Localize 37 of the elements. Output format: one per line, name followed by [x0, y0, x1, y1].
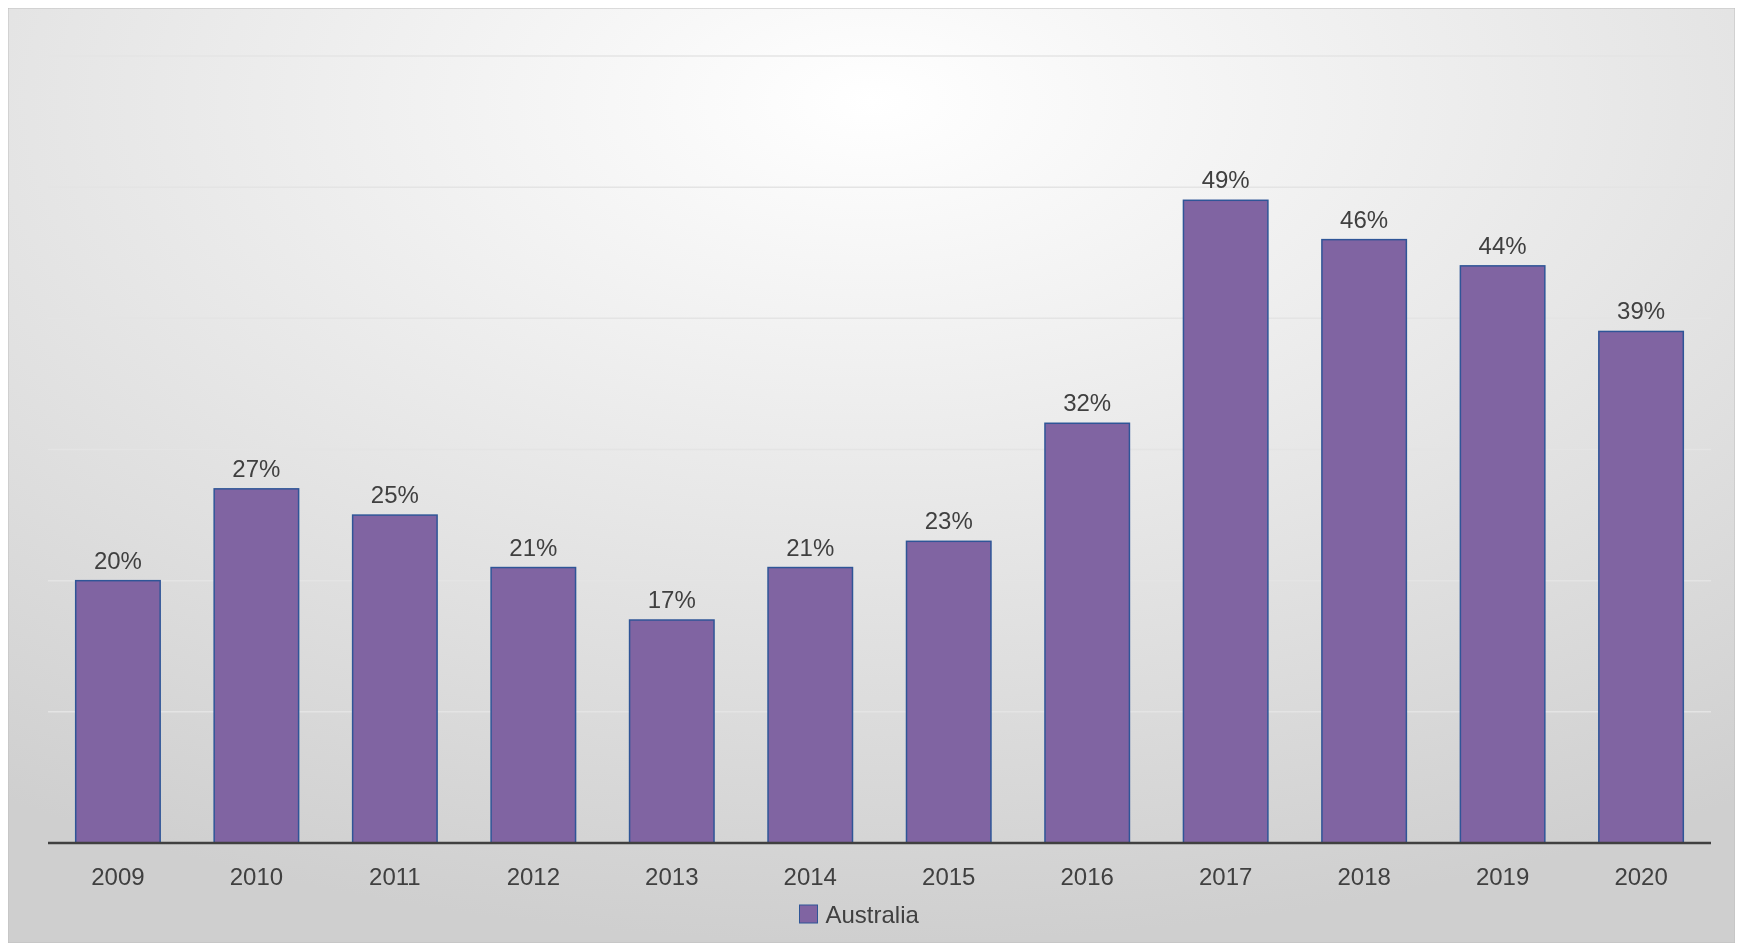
- bar: [213, 488, 300, 844]
- x-tick-label: 2020: [1614, 863, 1668, 890]
- bar: [905, 540, 992, 844]
- bar: [1598, 330, 1685, 844]
- bar: [1044, 422, 1131, 844]
- data-label: 44%: [1478, 231, 1527, 259]
- legend-label: Australia: [825, 901, 920, 929]
- x-tick-label: 2010: [229, 863, 284, 890]
- bar: [1182, 199, 1269, 844]
- x-tick-label: 2012: [506, 863, 561, 890]
- x-tick-label: 2011: [369, 863, 421, 890]
- data-label: 21%: [509, 533, 558, 561]
- x-tick-label: 2015: [922, 863, 976, 890]
- x-tick-label: 2009: [91, 863, 145, 890]
- data-label: 46%: [1340, 205, 1389, 233]
- x-tick-label: 2014: [783, 863, 837, 890]
- data-label: 32%: [1063, 389, 1112, 417]
- bar: [74, 579, 161, 844]
- data-label: 21%: [786, 533, 835, 561]
- x-tick-label: 2019: [1475, 863, 1530, 890]
- bar: [1459, 265, 1546, 844]
- x-tick-label: 2016: [1060, 863, 1114, 890]
- x-tick-label: 2018: [1337, 863, 1391, 890]
- bar: [490, 566, 577, 844]
- bar: [1321, 238, 1408, 844]
- x-tick-label: 2013: [645, 863, 699, 890]
- bar: [628, 619, 715, 844]
- data-label: 27%: [232, 454, 281, 482]
- data-label: 20%: [93, 546, 142, 574]
- data-label: 49%: [1201, 166, 1250, 194]
- bar: [351, 514, 438, 844]
- bar: [767, 566, 854, 844]
- data-label: 17%: [647, 586, 696, 614]
- data-label: 39%: [1617, 297, 1666, 325]
- data-label: 23%: [924, 507, 973, 535]
- x-tick-label: 2017: [1198, 863, 1253, 890]
- data-label: 25%: [370, 481, 419, 509]
